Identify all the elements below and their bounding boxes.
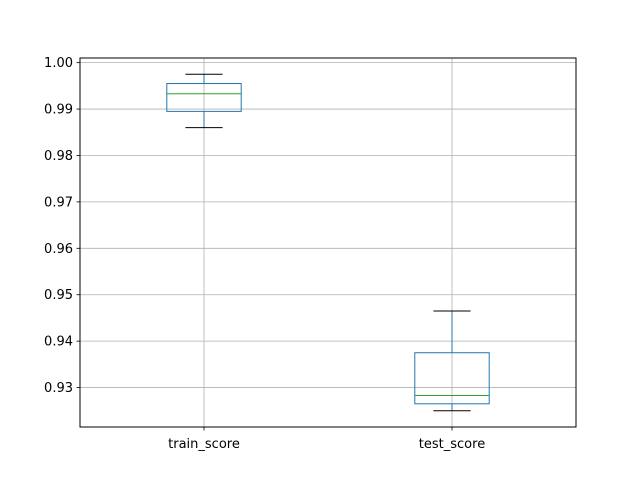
x-tick-label: train_score — [168, 437, 240, 452]
box-layer — [166, 73, 490, 412]
tick-layer: 0.93 0.94 0.95 0.96 0.97 0.98 0.99 1.00 train_sc… — [44, 56, 485, 452]
y-tick-label: 0.99 — [44, 103, 73, 118]
y-tick-label: 0.94 — [44, 335, 73, 350]
iqr-box — [166, 83, 242, 112]
grid-layer — [80, 58, 576, 427]
x-tick-label: test_score — [419, 437, 485, 452]
y-tick-label: 0.98 — [44, 149, 73, 164]
iqr-box — [414, 352, 490, 405]
y-tick-label: 0.96 — [44, 242, 73, 257]
box-test_score — [414, 310, 490, 412]
y-tick-label: 1.00 — [44, 56, 73, 71]
y-tick-label: 0.95 — [44, 288, 73, 303]
box-train_score — [166, 73, 242, 129]
y-tick-label: 0.93 — [44, 381, 73, 396]
y-tick-label: 0.97 — [44, 195, 73, 210]
axes-frame — [79, 57, 577, 428]
